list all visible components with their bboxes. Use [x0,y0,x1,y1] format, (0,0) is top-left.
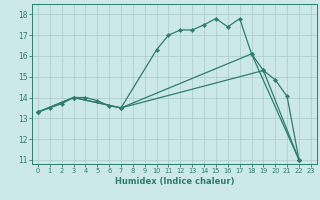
X-axis label: Humidex (Indice chaleur): Humidex (Indice chaleur) [115,177,234,186]
